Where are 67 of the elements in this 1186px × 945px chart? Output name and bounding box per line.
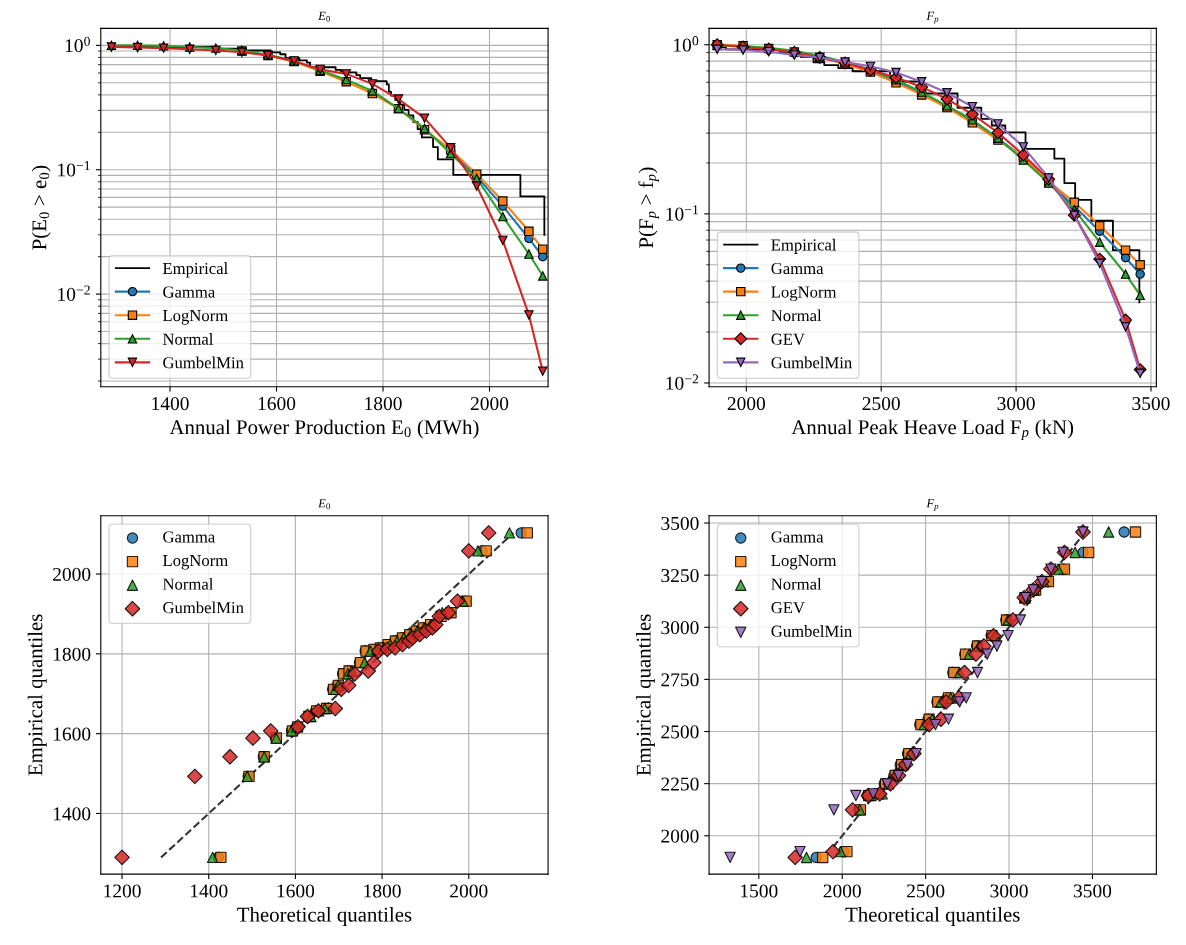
legend-label: Normal <box>162 577 214 590</box>
legend-label: GumbelMin <box>163 601 244 614</box>
legend-label: Normal <box>162 333 214 345</box>
x-tick-label: 1500 <box>741 884 778 898</box>
legend-label: Gamma <box>771 531 824 543</box>
legend-label: LogNorm <box>162 555 228 570</box>
chart-title: F$_{p}$ <box>926 499 939 511</box>
y-tick-label: 1600 <box>53 727 91 741</box>
legend-label: Gamma <box>163 286 216 298</box>
legend-label: Gamma <box>771 262 824 275</box>
x-axis-title: Theoretical quantiles <box>845 907 1020 926</box>
y-tick-label: 10$^{−2}$ <box>666 374 699 390</box>
x-tick-label: 1400 <box>152 397 189 411</box>
chart-title: E$_{0}$ <box>318 11 330 22</box>
y-tick-label: 10$^{−2}$ <box>58 285 90 301</box>
x-tick-label: 1600 <box>277 884 315 898</box>
y-axis-title: P(F$_{p}$ > f$_{p}$) <box>638 167 660 248</box>
y-tick-label: 2000 <box>661 829 699 843</box>
x-tick-label: 2000 <box>450 884 488 898</box>
y-tick-label: 2000 <box>53 567 91 581</box>
y-tick-label: 2250 <box>661 777 699 791</box>
chart-title: E$_{0}$ <box>318 499 330 510</box>
x-axis-title: Theoretical quantiles <box>237 907 412 926</box>
y-tick-label: 10$^{0}$ <box>65 36 90 53</box>
y-tick-label: 2500 <box>661 725 699 739</box>
x-tick-label: 1200 <box>104 884 141 898</box>
legend-label: Empirical <box>162 262 228 278</box>
legend-label: GEV <box>771 602 805 614</box>
legend-label: Normal <box>771 577 822 590</box>
y-tick-label: 3000 <box>661 621 699 635</box>
y-tick-label: 2750 <box>661 673 699 687</box>
x-tick-label: 3000 <box>997 397 1035 411</box>
chart-title: F$_{p}$ <box>926 11 939 24</box>
x-tick-label: 1400 <box>190 884 228 898</box>
y-axis-title: Empirical quantiles <box>636 614 655 776</box>
legend-label: GumbelMin <box>771 625 852 637</box>
legend-label: LogNorm <box>771 555 837 570</box>
y-axis-title: P(E$_{0}$ > e$_{0}$) <box>31 165 51 250</box>
y-tick-label: 3500 <box>661 516 699 530</box>
x-tick-label: 2500 <box>907 884 945 898</box>
x-tick-label: 1600 <box>258 397 296 411</box>
x-tick-label: 1800 <box>364 884 401 898</box>
legend-label: Gamma <box>163 531 216 543</box>
y-axis-title: Empirical quantiles <box>27 614 47 776</box>
legend-label: Normal <box>771 309 822 322</box>
x-axis-title: Annual Power Production E$_{0}$ (MWh) <box>169 419 479 439</box>
y-tick-label: 1800 <box>53 647 91 661</box>
y-tick-label: 10$^{0}$ <box>674 36 699 52</box>
y-tick-label: 3250 <box>661 568 699 583</box>
x-tick-label: 2000 <box>727 397 766 411</box>
legend-label: GEV <box>771 333 805 345</box>
x-tick-label: 2000 <box>823 884 861 898</box>
x-tick-label: 3500 <box>1073 884 1112 898</box>
y-tick-label: 10$^{−1}$ <box>58 161 90 177</box>
x-tick-label: 2500 <box>862 397 900 411</box>
x-tick-label: 3500 <box>1132 397 1170 411</box>
x-tick-label: 2000 <box>470 397 509 411</box>
legend-label: LogNorm <box>162 310 228 325</box>
x-axis-title: Annual Peak Heave Load F$_{p}$ (kN) <box>791 419 1074 441</box>
legend-label: LogNorm <box>771 286 837 302</box>
legend-label: GumbelMin <box>163 356 244 369</box>
x-tick-label: 1800 <box>365 397 402 411</box>
legend-label: Empirical <box>771 238 837 254</box>
y-tick-label: 1400 <box>53 807 91 821</box>
x-tick-label: 3000 <box>990 884 1028 898</box>
legend-label: GumbelMin <box>771 356 852 369</box>
y-tick-label: 10$^{−1}$ <box>666 205 699 221</box>
